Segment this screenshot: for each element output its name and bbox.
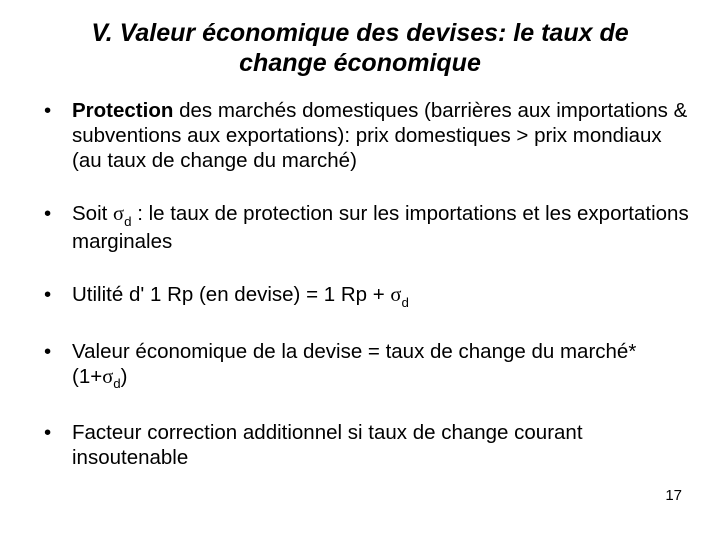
title-line-1: V. Valeur économique des devises: le tau… [91,19,628,47]
title-line-2: change économique [239,49,481,77]
bullet-item: Valeur économique de la devise = taux de… [30,339,690,392]
bullet-item: Facteur correction additionnel si taux d… [30,420,690,470]
bullet-item: Protection des marchés domestiques (barr… [30,98,690,173]
bullet-item: Soit σd : le taux de protection sur les … [30,201,690,254]
slide: V. Valeur économique des devises: le tau… [0,0,720,540]
bullet-list: Protection des marchés domestiques (barr… [30,98,690,470]
bullet-item: Utilité d' 1 Rp (en devise) = 1 Rp + σd [30,282,690,310]
slide-title: V. Valeur économique des devises: le tau… [30,18,690,78]
page-number: 17 [665,487,682,504]
